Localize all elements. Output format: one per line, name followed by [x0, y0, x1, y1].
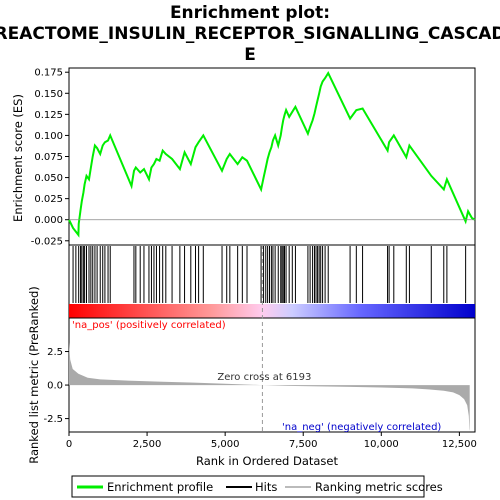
legend: Enrichment profile Hits Ranking metric s…	[71, 475, 443, 498]
es-y-tick-label: 0.000	[34, 215, 63, 226]
metric-panel: Zero cross at 6193 'na_pos' (positively …	[43, 245, 476, 433]
ranking-gradient-bar	[69, 304, 475, 318]
x-axis-label: Rank in Ordered Dataset	[196, 454, 339, 468]
es-y-axis-label: Enrichment score (ES)	[11, 94, 25, 222]
x-tick-label: 0	[66, 439, 72, 450]
es-y-tick-label: 0.175	[34, 68, 63, 79]
legend-label-ranking-metric: Ranking metric scores	[315, 480, 443, 494]
positive-correlation-label: 'na_pos' (positively correlated)	[72, 320, 226, 331]
chart-title-line-2: REACTOME_INSULIN_RECEPTOR_SIGNALLING_CAS…	[0, 24, 500, 44]
ranking-metric-area	[69, 342, 470, 431]
enrichment-profile-line	[68, 71, 476, 238]
es-y-tick-label: -0.025	[31, 236, 63, 247]
x-tick-label: 7,500	[289, 439, 318, 450]
chart-title-line-3: E	[244, 45, 256, 65]
negative-correlation-label: 'na_neg' (negatively correlated)	[282, 422, 441, 433]
x-tick-label: 5,000	[211, 439, 240, 450]
x-tick-label: 12,500	[442, 439, 477, 450]
metric-y-tick-label: 0.0	[47, 381, 63, 392]
metric-y-axis-label: Ranked list metric (PreRanked)	[27, 286, 41, 464]
es-y-tick-label: 0.150	[34, 89, 63, 100]
zero-cross-label: Zero cross at 6193	[217, 372, 311, 383]
metric-y-tick-label: 2.5	[47, 347, 63, 358]
es-y-tick-label: 0.075	[34, 152, 63, 163]
legend-label-enrichment-profile: Enrichment profile	[107, 480, 213, 494]
hits-panel	[68, 244, 476, 319]
es-y-tick-label: 0.025	[34, 194, 63, 205]
x-tick-label: 2,500	[133, 439, 162, 450]
es-y-tick-label: 0.100	[34, 131, 63, 142]
x-tick-label: 10,000	[364, 439, 399, 450]
metric-y-tick-label: -2.5	[43, 414, 63, 425]
es-y-tick-label: 0.125	[34, 110, 63, 121]
metric-y-axis: -2.5 0.0 2.5	[43, 347, 69, 425]
es-y-tick-label: 0.050	[34, 173, 63, 184]
chart-title-line-1: Enrichment plot:	[170, 3, 330, 23]
legend-label-hits: Hits	[255, 480, 277, 494]
x-axis: 0 2,500 5,000 7,500 10,000 12,500	[66, 432, 477, 450]
hit-lines	[72, 246, 467, 303]
es-panel: -0.025 0.000 0.025 0.050 0.075 0.100 0.125 0.15…	[31, 67, 476, 247]
es-y-axis: -0.025 0.000 0.025 0.050 0.075 0.100 0.125 0.15…	[31, 68, 69, 247]
